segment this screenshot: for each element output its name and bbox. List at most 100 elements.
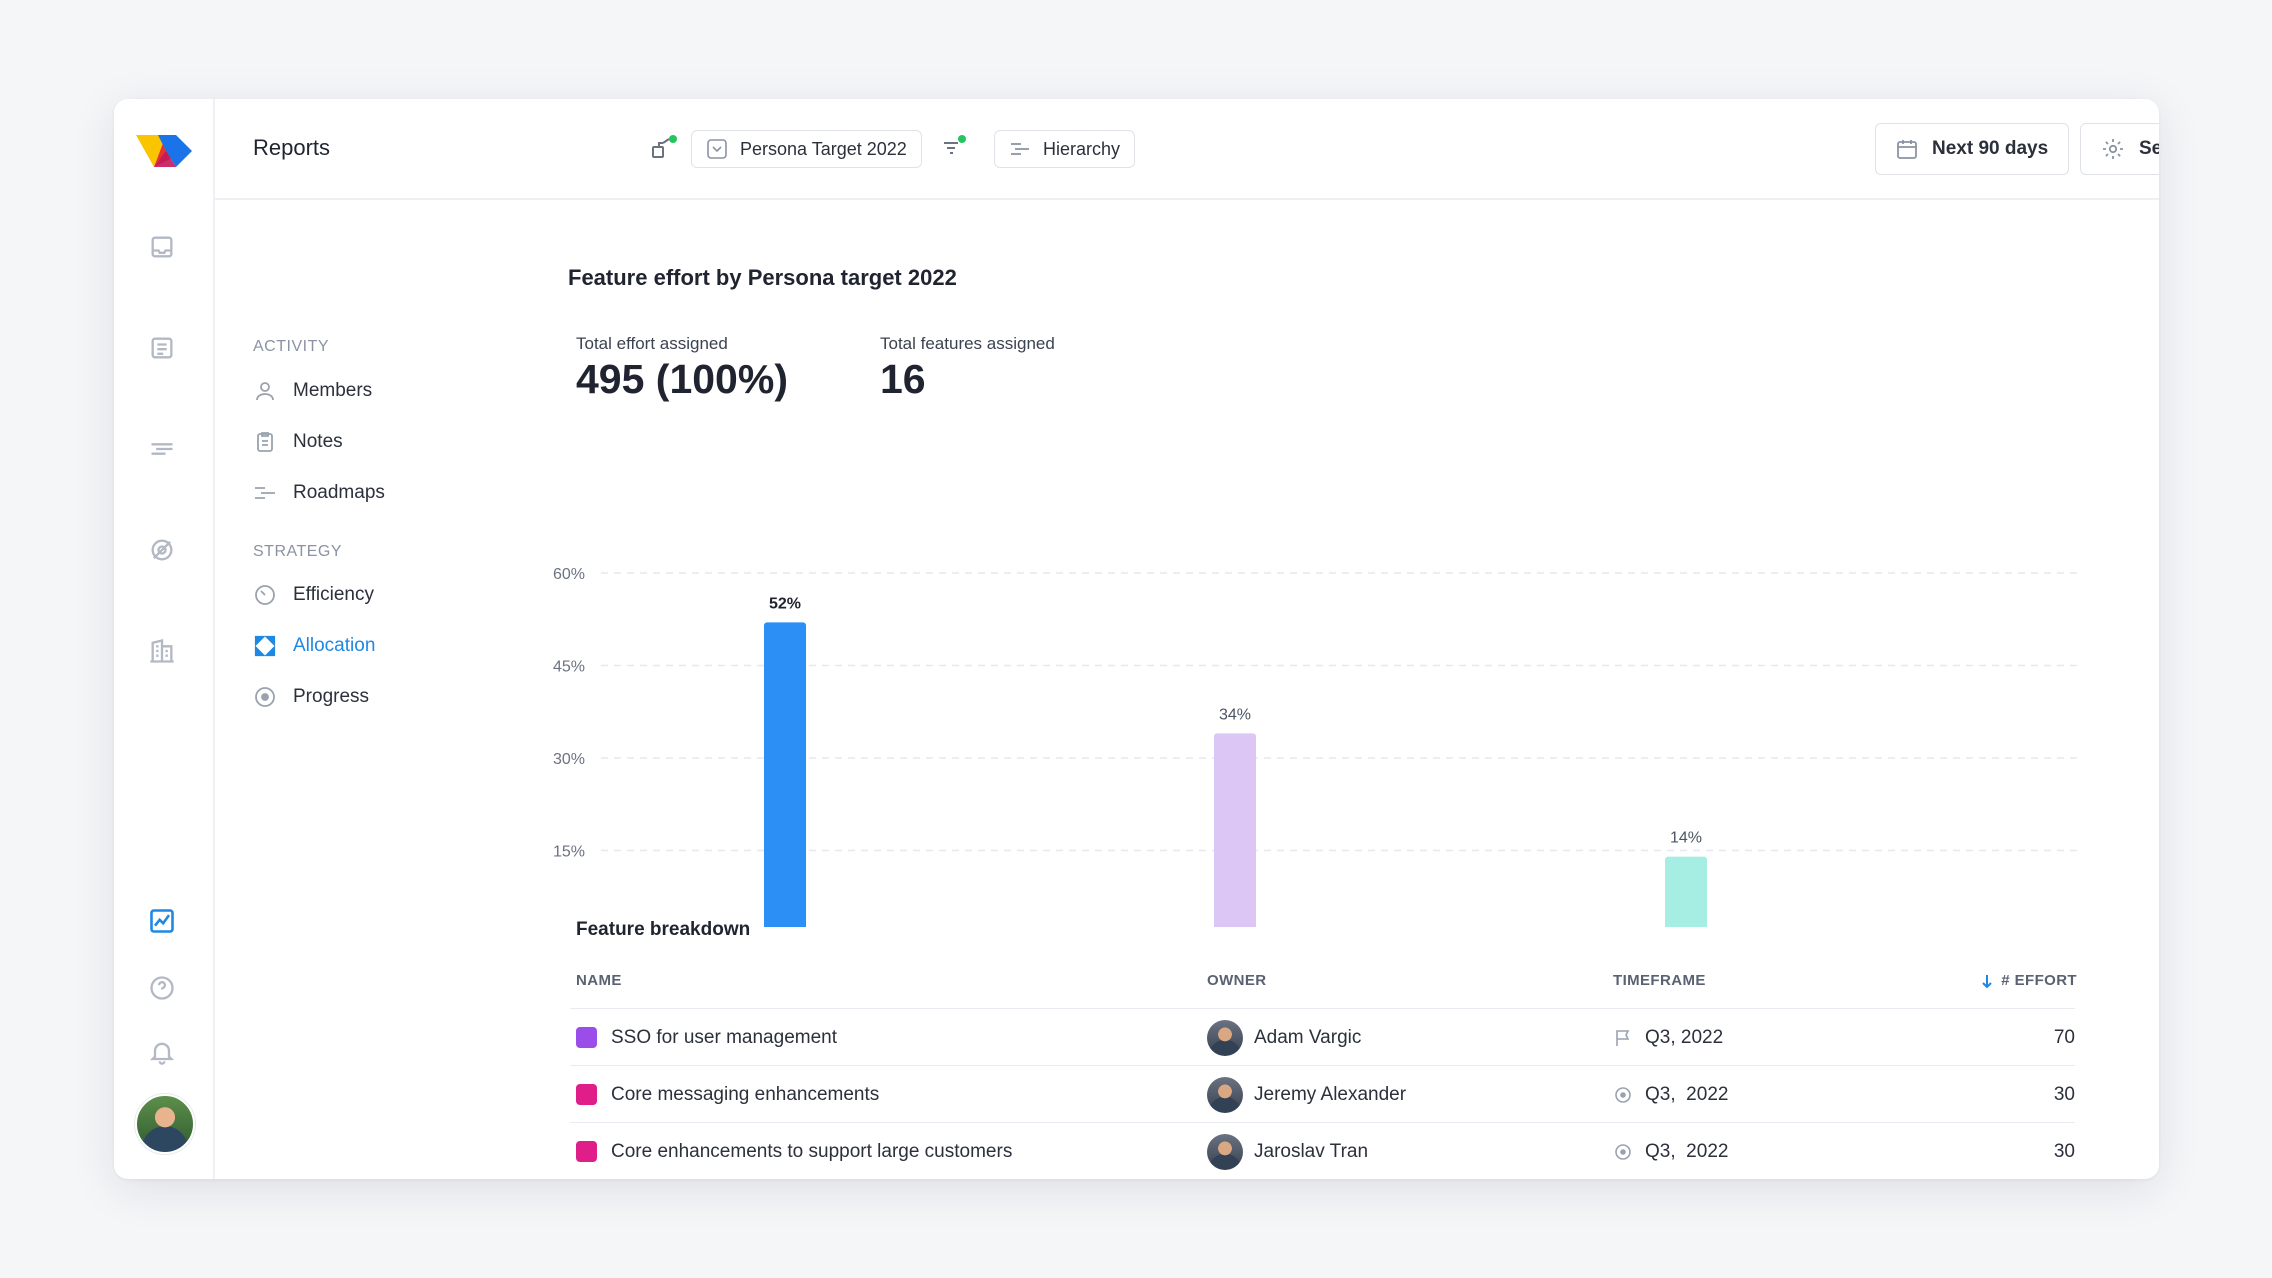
persona-target-label: Persona Target 2022	[740, 138, 907, 159]
effort-value: 30	[2053, 1140, 2075, 1162]
help-icon[interactable]	[147, 973, 177, 1003]
y-tick-label: 15%	[553, 844, 585, 861]
gauge-icon	[255, 585, 275, 605]
timeframe-value: Q3, 2022	[1645, 1026, 1724, 1048]
nav-item-label: Roadmaps	[293, 482, 385, 503]
report-panel: Feature effort by Persona target 2022 To…	[535, 233, 2115, 1179]
user-avatar[interactable]	[135, 1094, 195, 1154]
bell-icon[interactable]	[147, 1037, 177, 1067]
effort-cell: 30	[2054, 1066, 2075, 1123]
table-row[interactable]: SSO for user management Adam Vargic Q3, 20…	[570, 1008, 2075, 1066]
y-tick-label: 30%	[553, 751, 585, 768]
persona-link-icon[interactable]	[649, 135, 677, 163]
persona-target-filter[interactable]: Persona Target 2022	[691, 130, 922, 168]
filter-icon[interactable]	[940, 135, 968, 163]
roadmap-icon[interactable]	[147, 434, 177, 464]
app-logo[interactable]	[136, 129, 192, 173]
notes-icon[interactable]	[147, 333, 177, 363]
hierarchy-label: Hierarchy	[1043, 138, 1121, 159]
company-icon[interactable]	[147, 636, 177, 666]
feature-color-swatch	[576, 1027, 597, 1048]
timeframe-value: Q3, 2022	[1645, 1140, 1729, 1162]
hierarchy-button[interactable]: Hierarchy	[994, 130, 1136, 168]
settings-button[interactable]: Settings	[2080, 123, 2159, 175]
nav-item-label: Efficiency	[293, 584, 374, 605]
progress-icon	[255, 687, 275, 707]
table-row[interactable]: Core messaging enhancements Jeremy Alexan…	[570, 1065, 2075, 1123]
settings-label: Settings	[2139, 138, 2159, 159]
kpi-features-label: Total features assigned	[880, 334, 1055, 353]
strategy-icon[interactable]	[147, 535, 177, 565]
effort-value: 30	[2053, 1083, 2075, 1105]
hierarchy-icon	[1011, 143, 1029, 155]
column-header-timeframe[interactable]: TIMEFRAME	[1613, 972, 1706, 989]
kpi-effort-value: 495 (100%)	[576, 356, 788, 402]
column-header-effort[interactable]: # EFFORT	[1981, 972, 2077, 989]
feature-color-swatch	[576, 1084, 597, 1105]
app-window: Reports Persona Target 2022 Hierarchy Ne…	[114, 99, 2159, 1179]
feature-name: Core messaging enhancements	[611, 1083, 880, 1105]
sort-down-icon	[1982, 974, 1993, 988]
page-title: Reports	[253, 135, 331, 160]
dropdown-box-icon	[707, 139, 727, 159]
feature-name: Core enhancements to support large custo…	[611, 1140, 1013, 1162]
icon-rail	[114, 99, 215, 1179]
top-bar: Reports Persona Target 2022 Hierarchy Ne…	[213, 99, 2159, 200]
user-icon	[256, 382, 274, 401]
nav-item-allocation[interactable]: Allocation	[253, 629, 375, 663]
inbox-icon[interactable]	[147, 232, 177, 262]
roadmap-icon	[255, 487, 275, 499]
nav-item-members[interactable]: Members	[253, 374, 372, 408]
owner-avatar	[1207, 1076, 1243, 1113]
target-icon	[1615, 1143, 1631, 1160]
column-header-owner[interactable]: OWNER	[1207, 972, 1267, 989]
nav-item-label: Notes	[293, 431, 343, 452]
timeframe-cell: Q3, 2022	[1613, 1009, 1723, 1066]
nav-item-label: Members	[293, 380, 373, 401]
feature-name-cell[interactable]: Core messaging enhancements	[576, 1066, 879, 1123]
owner-name: Adam Vargic	[1254, 1026, 1362, 1048]
y-tick-label: 45%	[553, 659, 585, 676]
effort-cell: 30	[2054, 1123, 2075, 1179]
target-icon	[1615, 1086, 1631, 1103]
strategy-section-label: STRATEGY	[253, 543, 343, 560]
effort-header-label: # EFFORT	[2001, 972, 2077, 989]
feature-breakdown-title: Feature breakdown	[576, 919, 751, 940]
date-range-label: Next 90 days	[1932, 138, 2049, 159]
owner-name: Jaroslav Tran	[1254, 1140, 1369, 1162]
bar-value-label: 14%	[1670, 830, 1702, 847]
allocation-icon	[254, 635, 276, 657]
report-title: Feature effort by Persona target 2022	[568, 265, 957, 290]
bar-value-label: 34%	[1219, 706, 1251, 723]
kpi-effort-label: Total effort assigned	[576, 334, 728, 353]
timeframe-cell: Q3, 2022	[1613, 1066, 1728, 1123]
feature-name-cell[interactable]: Core enhancements to support large custo…	[576, 1123, 1012, 1179]
nav-item-efficiency[interactable]: Efficiency	[253, 578, 374, 612]
feature-name: SSO for user management	[611, 1026, 837, 1048]
gear-icon	[2103, 139, 2123, 159]
timeframe-cell: Q3, 2022	[1613, 1123, 1728, 1179]
table-row[interactable]: Core enhancements to support large custo…	[570, 1122, 2075, 1179]
nav-item-notes[interactable]: Notes	[253, 425, 343, 459]
feature-name-cell[interactable]: SSO for user management	[576, 1009, 837, 1066]
reports-subnav: ACTIVITY Members Notes Roadmaps STRATEGY…	[213, 198, 533, 1179]
owner-cell: Adam Vargic	[1207, 1009, 1361, 1066]
feature-color-swatch	[576, 1141, 597, 1162]
reports-icon[interactable]	[147, 906, 177, 936]
bar-all-other-personas	[1665, 856, 1707, 927]
nav-item-roadmaps[interactable]: Roadmaps	[253, 476, 385, 510]
nav-item-label: Allocation	[293, 635, 376, 656]
nav-item-progress[interactable]: Progress	[253, 680, 369, 714]
bar-value-label: 52%	[769, 595, 801, 612]
bar-product-manager	[764, 622, 806, 927]
owner-avatar	[1207, 1133, 1243, 1170]
calendar-icon	[1897, 140, 1917, 159]
column-header-name[interactable]: NAME	[576, 972, 622, 989]
effort-bar-chart: 015%30%45%60%52%Product Manager34%Produc…	[553, 566, 2080, 927]
activity-section-label: ACTIVITY	[253, 338, 330, 355]
date-range-button[interactable]: Next 90 days	[1875, 123, 2070, 175]
owner-cell: Jaroslav Tran	[1207, 1123, 1368, 1179]
owner-avatar	[1207, 1019, 1243, 1056]
nav-item-label: Progress	[293, 686, 370, 707]
effort-cell: 70	[2054, 1009, 2075, 1066]
